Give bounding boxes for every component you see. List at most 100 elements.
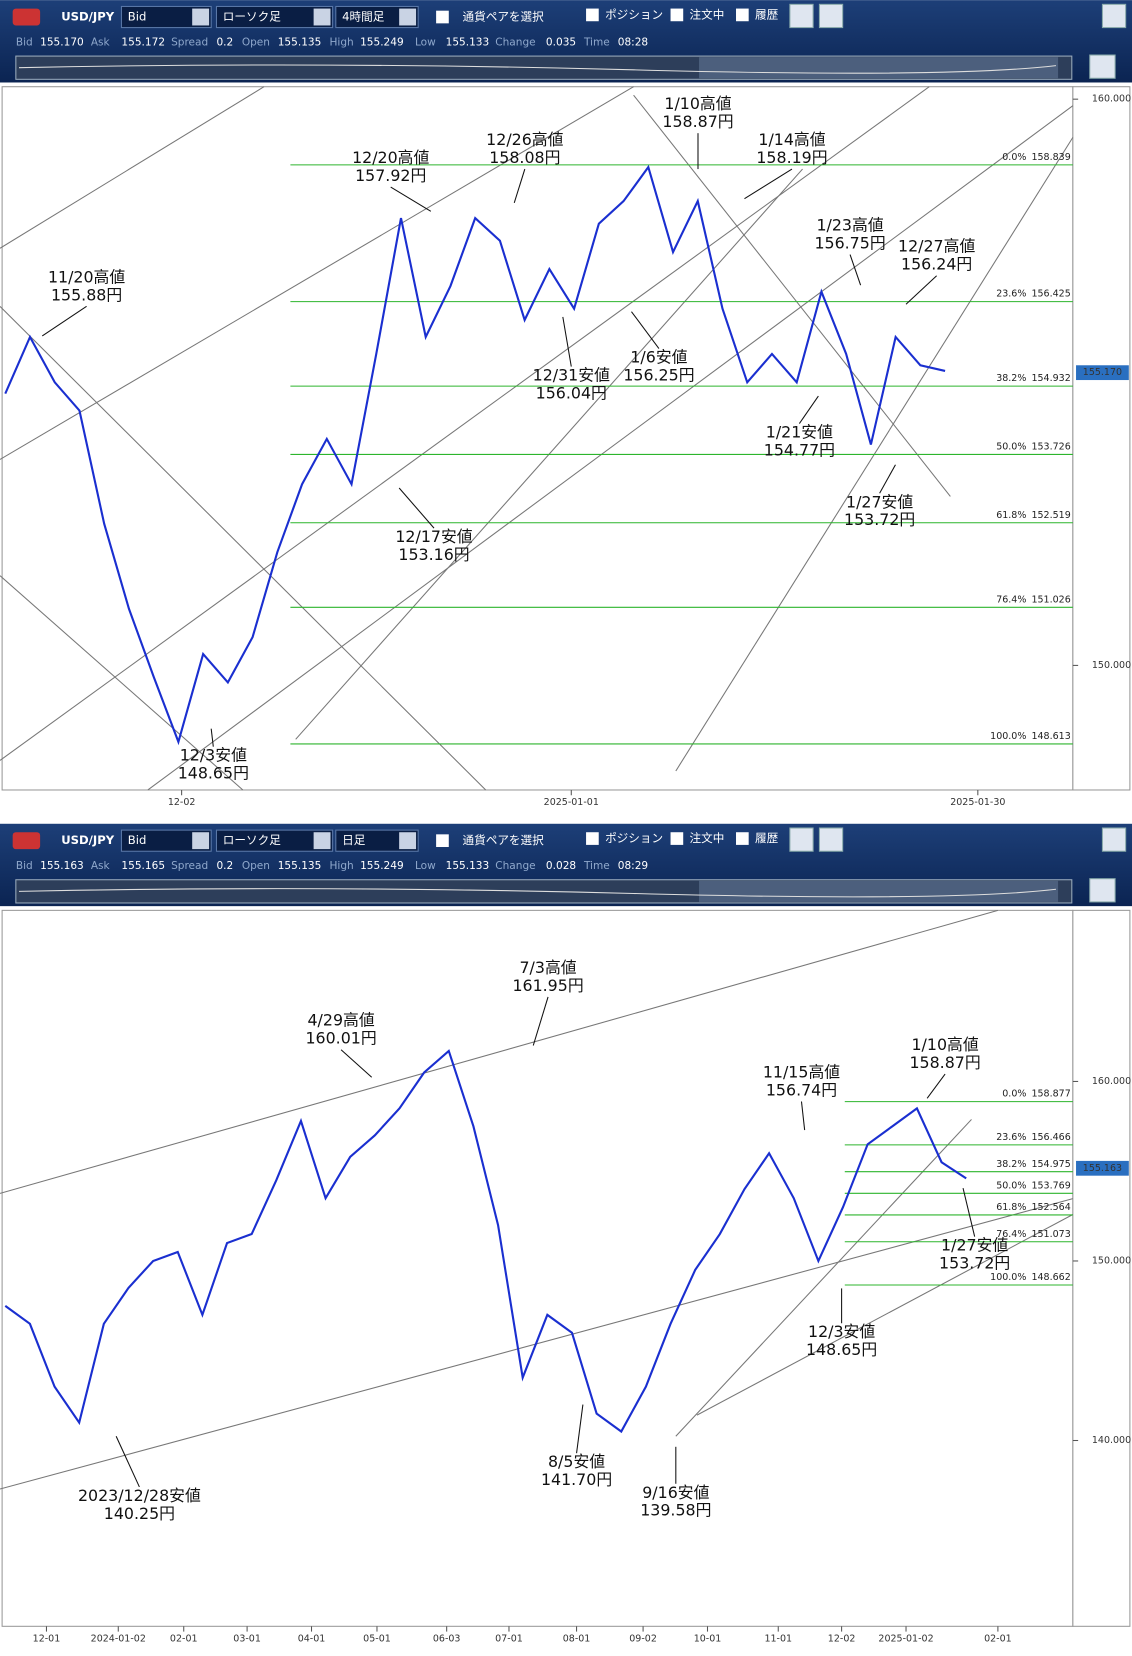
icon-button[interactable] [818, 3, 844, 29]
dropdown[interactable] [120, 5, 212, 29]
dropdown-label[interactable]: 4時間足 [342, 10, 385, 24]
icon-button[interactable] [1101, 827, 1127, 852]
fib-pct: 38.2% [996, 1159, 1026, 1170]
fib-value: 151.073 [1031, 1229, 1070, 1240]
trend-line [0, 86, 634, 460]
trend-line [0, 575, 244, 791]
current-price-label: 155.170 [1083, 367, 1122, 378]
select-pair[interactable]: 通貨ペアを選択 [463, 10, 545, 24]
fib-value: 156.466 [1031, 1132, 1070, 1143]
price-axis [1072, 909, 1131, 1627]
checkbox[interactable] [586, 832, 599, 845]
icon-button[interactable] [789, 827, 814, 852]
y-tick-label: 160.000 [1092, 1076, 1131, 1087]
pair-label[interactable]: USD/JPY [61, 833, 114, 847]
price-axis [1072, 86, 1131, 791]
dropdown-arrow[interactable] [192, 8, 210, 26]
scrubber-line [18, 64, 1057, 74]
x-tick-label: 2025-01-01 [544, 797, 599, 808]
dropdown-label[interactable]: 日足 [342, 833, 366, 847]
checkbox[interactable] [736, 8, 749, 22]
chart-panel: USD/JPY Bid ローソク足 日足 通貨ペアを選択 ポジション 注文中 履歴 Bid 155… [0, 823, 1132, 1644]
quote-value: 155.133 [446, 860, 490, 872]
dropdown-label[interactable]: ローソク足 [223, 10, 281, 24]
quote-label: Time [583, 860, 610, 872]
annotation-arrow [926, 1073, 946, 1099]
dropdown-arrow[interactable] [313, 832, 331, 850]
annotation-price: 156.25円 [623, 366, 694, 385]
annotation-price: 158.87円 [662, 112, 733, 131]
toggle-label[interactable]: 注文中 [690, 7, 725, 21]
checkbox[interactable] [670, 832, 684, 845]
dropdown[interactable] [120, 829, 212, 852]
pair-label[interactable]: USD/JPY [61, 10, 114, 24]
fib-pct: 61.8% [996, 510, 1026, 521]
scrubber-window[interactable] [699, 57, 1059, 79]
annotation-date: 12/26高値 [486, 130, 563, 149]
dropdown-label[interactable]: ローソク足 [223, 833, 281, 847]
dropdown-arrow[interactable] [399, 8, 417, 26]
fib-value: 152.519 [1031, 510, 1070, 521]
annotation-price: 153.72円 [939, 1254, 1010, 1273]
toggle-label[interactable]: 注文中 [690, 831, 725, 845]
icon-button[interactable] [1089, 54, 1116, 79]
annotation-date: 2023/12/28安値 [78, 1486, 201, 1505]
checkbox[interactable] [586, 8, 599, 22]
dropdown-label[interactable]: Bid [128, 10, 147, 24]
dropdown-label[interactable]: Bid [128, 833, 147, 847]
quote-label: Low [415, 860, 436, 872]
x-tick-label: 12-02 [168, 797, 196, 808]
fib-pct: 76.4% [996, 594, 1026, 605]
select-pair[interactable]: 通貨ペアを選択 [463, 833, 545, 847]
dropdown[interactable] [215, 829, 334, 852]
dropdown[interactable] [335, 829, 419, 852]
dropdown-arrow[interactable] [192, 832, 210, 850]
quote-label: Bid [16, 860, 33, 872]
checkbox[interactable] [670, 8, 684, 22]
icon-button[interactable] [789, 3, 814, 29]
quote-value: 155.135 [278, 860, 322, 872]
checkbox[interactable] [736, 832, 749, 845]
quote-label: Open [242, 36, 270, 48]
annotation-price: 154.77円 [764, 441, 835, 460]
annotation-price: 156.04円 [536, 383, 607, 402]
fib-pct: 23.6% [996, 289, 1026, 300]
quote-value: 155.163 [40, 860, 84, 872]
annotation-date: 4/29高値 [307, 1011, 374, 1030]
checkbox[interactable] [436, 834, 449, 848]
quote-value: 155.249 [360, 36, 404, 48]
icon-button[interactable] [818, 827, 844, 852]
annotation-arrow [562, 316, 572, 367]
annotation-price: 156.24円 [901, 255, 972, 274]
toggle-label[interactable]: ポジション [605, 7, 663, 21]
scrubber-line [18, 888, 1057, 898]
quote-value: 155.249 [360, 860, 404, 872]
dropdown[interactable] [215, 5, 334, 29]
current-price-tag [1076, 365, 1129, 381]
x-tick-label: 03-01 [233, 1633, 261, 1644]
toggle-label[interactable]: ポジション [605, 831, 663, 845]
dropdown-arrow[interactable] [399, 832, 417, 850]
trend-line [0, 305, 487, 791]
scrubber-window[interactable] [699, 880, 1059, 902]
annotation-date: 1/6安値 [630, 348, 687, 367]
x-tick-label: 08-01 [563, 1633, 591, 1644]
current-price-label: 155.163 [1083, 1163, 1122, 1174]
annotation-date: 1/14高値 [758, 130, 825, 149]
chart-panel: USD/JPY Bid ローソク足 4時間足 通貨ペアを選択 ポジション 注文中 履歴 Bid 1… [0, 0, 1132, 808]
quote-label: Ask [91, 860, 111, 872]
dropdown[interactable] [335, 5, 419, 29]
fib-value: 154.932 [1031, 373, 1070, 384]
plot-area [1, 909, 1074, 1627]
toggle-label[interactable]: 履歴 [755, 831, 779, 845]
icon-button[interactable] [1101, 3, 1127, 29]
dropdown-arrow[interactable] [313, 8, 331, 26]
icon-button[interactable] [1089, 878, 1116, 903]
toggle-label[interactable]: 履歴 [755, 7, 779, 21]
annotation-price: 155.88円 [51, 285, 122, 304]
annotation-arrow [532, 996, 549, 1046]
checkbox[interactable] [436, 10, 449, 24]
quote-label: Spread [171, 860, 208, 872]
annotation-date: 12/20高値 [352, 148, 429, 167]
